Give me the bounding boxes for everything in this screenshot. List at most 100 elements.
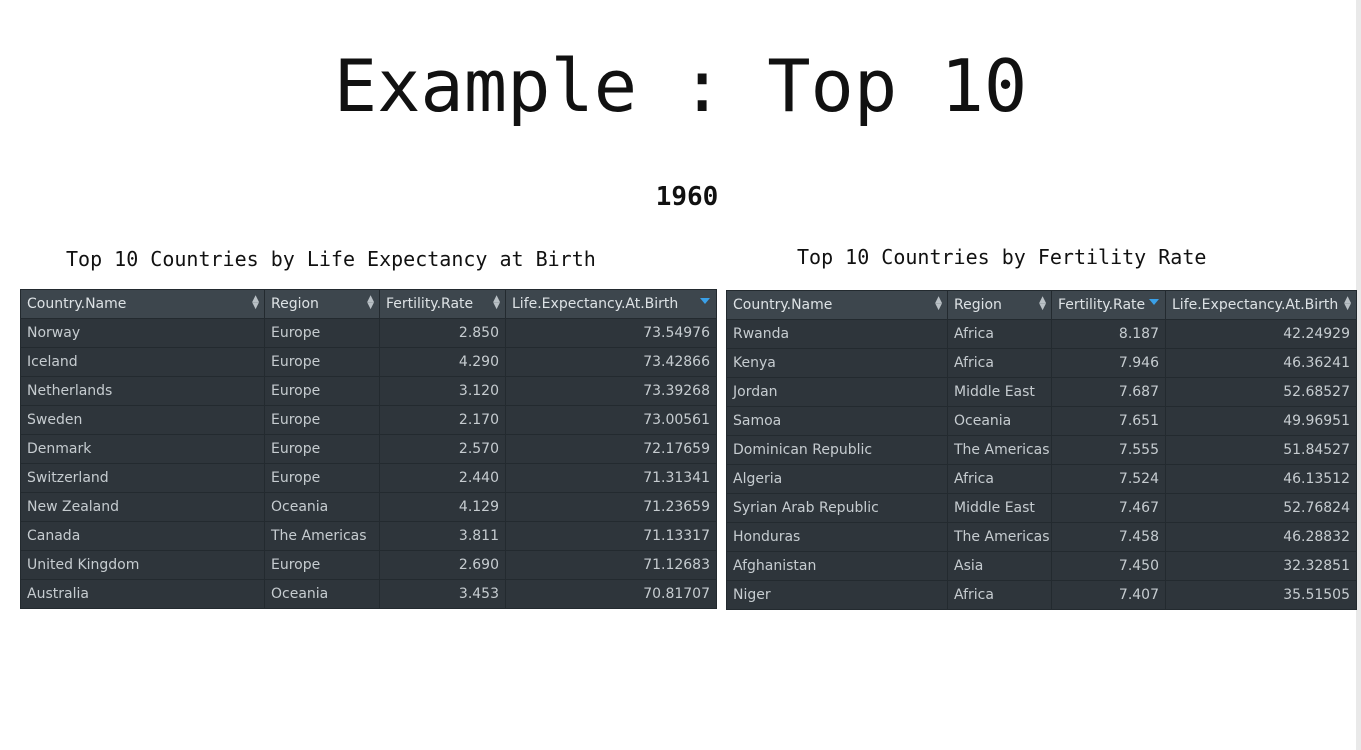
cell-fertility-rate: 7.946 <box>1051 348 1166 378</box>
cell-region: Europe <box>264 405 380 435</box>
cell-life-expectancy-at-birth: 46.28832 <box>1165 522 1357 552</box>
table-row: Iceland Europe 4.290 73.42866 <box>20 347 717 377</box>
cell-fertility-rate: 7.467 <box>1051 493 1166 523</box>
cell-life-expectancy-at-birth: 70.81707 <box>505 579 717 609</box>
cell-life-expectancy-at-birth: 46.13512 <box>1165 464 1357 494</box>
sort-descending-icon[interactable] <box>700 298 710 304</box>
sort-icon[interactable]: ▲ ▼ <box>252 294 259 311</box>
cell-region: Africa <box>947 348 1052 378</box>
cell-country-name: United Kingdom <box>20 550 265 580</box>
cell-life-expectancy-at-birth: 51.84527 <box>1165 435 1357 465</box>
cell-fertility-rate: 7.687 <box>1051 377 1166 407</box>
cell-region: Middle East <box>947 377 1052 407</box>
table-row: Algeria Africa 7.524 46.13512 <box>726 464 1357 494</box>
column-header-label: Region <box>954 297 1002 313</box>
cell-life-expectancy-at-birth: 52.68527 <box>1165 377 1357 407</box>
table-row: Niger Africa 7.407 35.51505 <box>726 580 1357 610</box>
slide-right-edge <box>1356 0 1361 750</box>
cell-region: Europe <box>264 318 380 348</box>
cell-region: Middle East <box>947 493 1052 523</box>
table-row: Honduras The Americas 7.458 46.28832 <box>726 522 1357 552</box>
sort-descending-icon[interactable] <box>1149 299 1159 305</box>
cell-fertility-rate: 8.187 <box>1051 319 1166 349</box>
cell-fertility-rate: 2.440 <box>379 463 506 493</box>
cell-country-name: Norway <box>20 318 265 348</box>
cell-fertility-rate: 3.811 <box>379 521 506 551</box>
cell-country-name: New Zealand <box>20 492 265 522</box>
cell-region: Oceania <box>264 579 380 609</box>
column-header-region[interactable]: Region ▲ ▼ <box>264 289 380 319</box>
cell-country-name: Algeria <box>726 464 948 494</box>
cell-life-expectancy-at-birth: 46.36241 <box>1165 348 1357 378</box>
slide-title: Example : Top 10 <box>333 44 1028 128</box>
sort-icon[interactable]: ▲ ▼ <box>367 294 374 311</box>
column-header-label: Life.Expectancy.At.Birth <box>512 296 679 312</box>
cell-region: Oceania <box>264 492 380 522</box>
cell-region: Oceania <box>947 406 1052 436</box>
cell-country-name: Niger <box>726 580 948 610</box>
right-data-table: Country.Name ▲ ▼ Region ▲ ▼ Fertility.Rate Life… <box>726 290 1357 610</box>
column-header-life-expectancy-at-birth[interactable]: Life.Expectancy.At.Birth <box>505 289 717 319</box>
cell-life-expectancy-at-birth: 32.32851 <box>1165 551 1357 581</box>
column-header-label: Fertility.Rate <box>1058 297 1146 313</box>
cell-country-name: Dominican Republic <box>726 435 948 465</box>
cell-region: Africa <box>947 464 1052 494</box>
cell-country-name: Netherlands <box>20 376 265 406</box>
cell-life-expectancy-at-birth: 73.00561 <box>505 405 717 435</box>
cell-region: Africa <box>947 319 1052 349</box>
table-row: United Kingdom Europe 2.690 71.12683 <box>20 550 717 580</box>
left-table-title: Top 10 Countries by Life Expectancy at B… <box>66 247 596 271</box>
header-row: Country.Name ▲ ▼ Region ▲ ▼ Fertility.Rate Life… <box>726 290 1357 320</box>
cell-country-name: Iceland <box>20 347 265 377</box>
sort-icon[interactable]: ▲ ▼ <box>493 294 500 311</box>
column-header-fertility-rate[interactable]: Fertility.Rate <box>1051 290 1166 320</box>
column-header-country-name[interactable]: Country.Name ▲ ▼ <box>20 289 265 319</box>
cell-country-name: Jordan <box>726 377 948 407</box>
table-row: Canada The Americas 3.811 71.13317 <box>20 521 717 551</box>
cell-fertility-rate: 2.170 <box>379 405 506 435</box>
table-row: Denmark Europe 2.570 72.17659 <box>20 434 717 464</box>
cell-region: Europe <box>264 434 380 464</box>
cell-fertility-rate: 3.453 <box>379 579 506 609</box>
table-row: Syrian Arab Republic Middle East 7.467 52.7… <box>726 493 1357 523</box>
cell-life-expectancy-at-birth: 73.39268 <box>505 376 717 406</box>
table-row: Afghanistan Asia 7.450 32.32851 <box>726 551 1357 581</box>
cell-country-name: Samoa <box>726 406 948 436</box>
cell-life-expectancy-at-birth: 42.24929 <box>1165 319 1357 349</box>
cell-fertility-rate: 3.120 <box>379 376 506 406</box>
cell-country-name: Canada <box>20 521 265 551</box>
cell-region: Europe <box>264 376 380 406</box>
column-header-country-name[interactable]: Country.Name ▲ ▼ <box>726 290 948 320</box>
cell-life-expectancy-at-birth: 73.54976 <box>505 318 717 348</box>
sort-icon[interactable]: ▲ ▼ <box>935 295 942 312</box>
cell-life-expectancy-at-birth: 73.42866 <box>505 347 717 377</box>
column-header-region[interactable]: Region ▲ ▼ <box>947 290 1052 320</box>
cell-fertility-rate: 7.651 <box>1051 406 1166 436</box>
cell-region: The Americas <box>947 435 1052 465</box>
column-header-fertility-rate[interactable]: Fertility.Rate ▲ ▼ <box>379 289 506 319</box>
column-header-life-expectancy-at-birth[interactable]: Life.Expectancy.At.Birth ▲ ▼ <box>1165 290 1357 320</box>
cell-fertility-rate: 7.458 <box>1051 522 1166 552</box>
right-table-title: Top 10 Countries by Fertility Rate <box>797 245 1207 269</box>
cell-region: Europe <box>264 463 380 493</box>
cell-country-name: Syrian Arab Republic <box>726 493 948 523</box>
cell-fertility-rate: 2.690 <box>379 550 506 580</box>
table-row: Sweden Europe 2.170 73.00561 <box>20 405 717 435</box>
sort-icon[interactable]: ▲ ▼ <box>1344 295 1351 312</box>
cell-country-name: Honduras <box>726 522 948 552</box>
year-heading: 1960 <box>655 182 719 212</box>
left-data-table: Country.Name ▲ ▼ Region ▲ ▼ Fertility.Rate ▲ ▼ Li… <box>20 289 717 609</box>
cell-region: Europe <box>264 347 380 377</box>
table-row: Dominican Republic The Americas 7.555 51.84… <box>726 435 1357 465</box>
cell-fertility-rate: 7.524 <box>1051 464 1166 494</box>
table-row: New Zealand Oceania 4.129 71.23659 <box>20 492 717 522</box>
table-row: Netherlands Europe 3.120 73.39268 <box>20 376 717 406</box>
cell-fertility-rate: 7.555 <box>1051 435 1166 465</box>
cell-life-expectancy-at-birth: 49.96951 <box>1165 406 1357 436</box>
cell-region: Africa <box>947 580 1052 610</box>
cell-country-name: Denmark <box>20 434 265 464</box>
cell-region: Asia <box>947 551 1052 581</box>
sort-icon[interactable]: ▲ ▼ <box>1039 295 1046 312</box>
cell-fertility-rate: 4.290 <box>379 347 506 377</box>
cell-life-expectancy-at-birth: 71.31341 <box>505 463 717 493</box>
